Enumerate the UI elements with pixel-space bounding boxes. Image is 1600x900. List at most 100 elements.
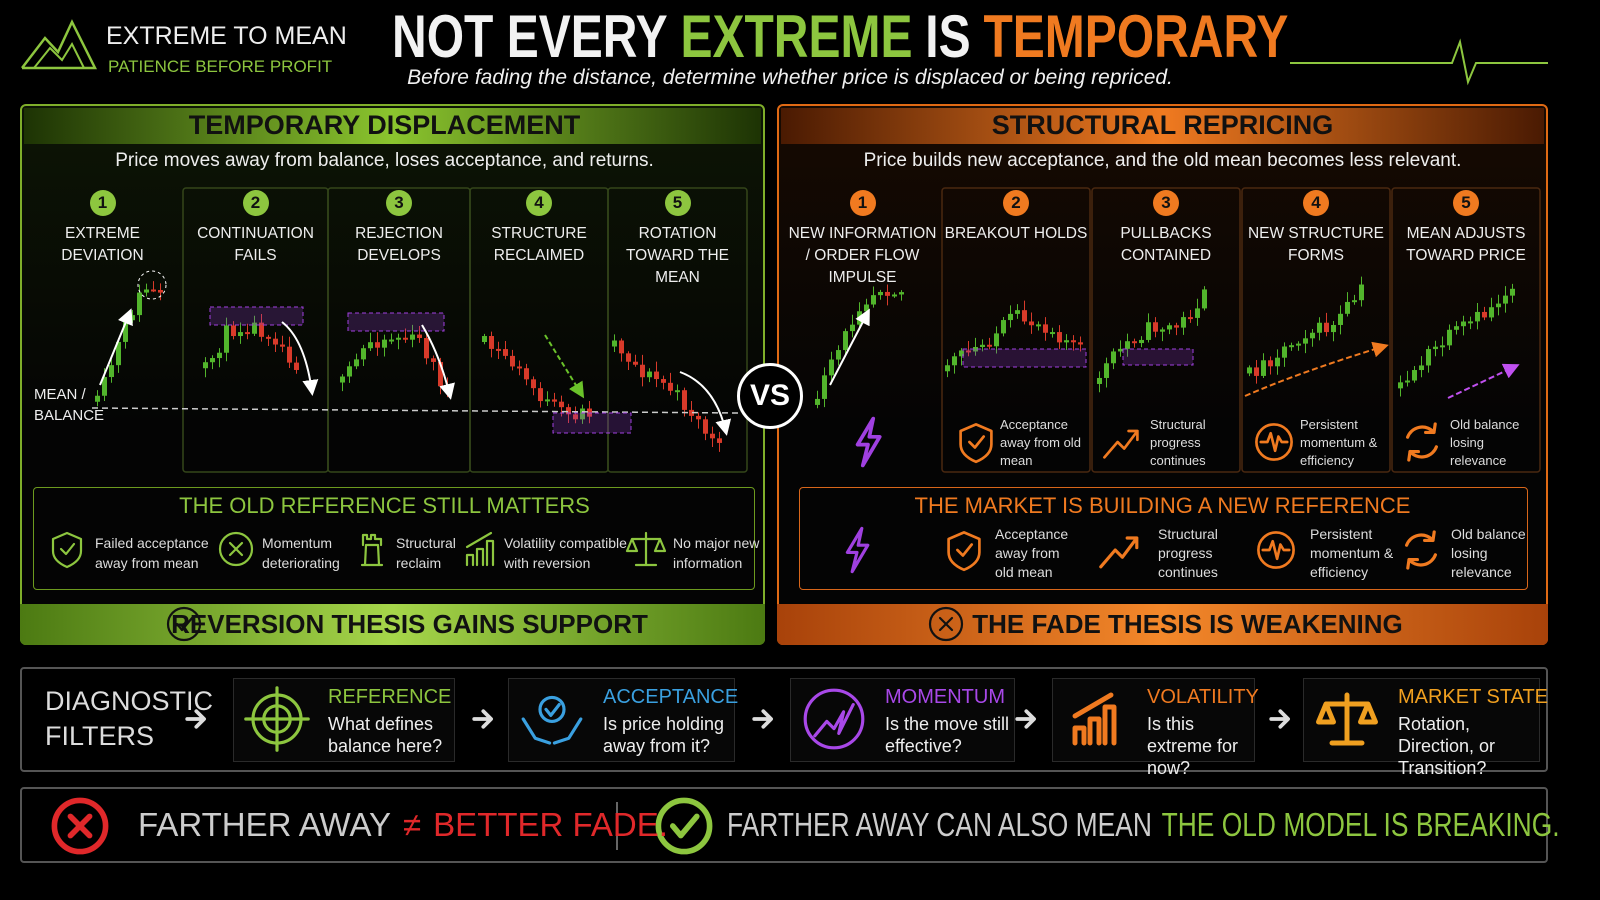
filter-name: REFERENCE [328,686,452,708]
icon [752,709,773,729]
candle-body [1282,346,1287,358]
candle-body [95,395,100,402]
step-label: REJECTION DEVELOPS [355,225,443,264]
candle-body [850,324,855,332]
arrow [421,324,455,400]
candle-body [496,348,501,351]
icon [1406,422,1438,462]
candle-body [538,388,543,402]
candle-body [1139,339,1144,344]
candle-body [689,409,694,416]
candle-body [1433,346,1438,350]
candle-body [1468,321,1473,324]
candle-body [1359,284,1364,301]
box-item: Acceptance away from old mean [995,526,1069,580]
candle-body [1160,329,1165,332]
candle-body [864,304,869,312]
candle-body [1111,351,1116,364]
candle-body [1181,317,1186,328]
candle-body [245,332,250,335]
right-box [799,487,1528,590]
candle-body [1254,367,1259,376]
candle-body [503,349,508,356]
candle-body [347,366,352,377]
panel-title: TEMPORARY DISPLACEMENT [188,110,581,140]
icon [538,695,566,723]
title-accent: EXTREME [680,3,913,70]
candle-body [203,362,208,369]
footer-accent: THE OLD MODEL IS BREAKING. [1161,806,1560,843]
step-label: EXTREME DEVIATION [61,225,144,264]
title-middle: IS [925,3,971,70]
candle-body [1489,307,1494,318]
title: NOT EVERY EXTREME IS TEMPORARY [280,2,1300,71]
candle-body [123,320,128,342]
candle-body [619,340,624,354]
title-line: NOT EVERY EXTREME IS TEMPORARY [392,2,1288,71]
mean-label: MEAN / BALANCE [34,386,105,424]
candle-body [375,342,380,348]
candle-body [1510,288,1515,296]
right-header-bar [781,108,1544,144]
candle-body [573,414,578,420]
candle-body [717,438,722,443]
footer-left: FARTHER AWAY ≠ BETTER FADE. [138,806,668,844]
candle-body [259,322,264,337]
box-item: Structural progress continues [1158,526,1218,580]
candle-body [899,292,904,295]
left-header-bar [24,108,761,144]
step-number: 4 [1303,190,1329,216]
step-number: 2 [242,190,269,216]
candle-body [1447,329,1452,346]
icon [625,531,667,567]
footer-right: FARTHER AWAY CAN ALSO MEAN THE OLD MODEL … [727,806,1600,844]
candle-body [829,359,834,376]
box-title: THE OLD REFERENCE STILL MATTERS [179,493,590,518]
candle-body [510,355,515,367]
candle-body [1247,367,1252,374]
candle-body [109,365,114,378]
footer-text: FARTHER AWAY [138,806,392,843]
candle-body [566,407,571,415]
panel-description: Price builds new acceptance, and the old… [863,150,1462,171]
subtitle: Before fading the distance, determine wh… [407,66,1173,89]
title-lead: NOT EVERY [392,3,668,70]
candle-body [1412,370,1417,381]
icon [947,531,981,572]
candle-body [1043,324,1048,333]
candle-body [559,401,564,408]
logo [33,41,85,69]
candle-body [945,365,950,372]
candle-body [424,338,429,359]
step-label: PULLBACKS CONTAINED [1120,225,1212,264]
candle-body [1426,349,1431,366]
step-label: NEW STRUCTURE FORMS [1247,225,1385,264]
candle-body [545,399,550,402]
right-conclusion-bar [777,604,1548,645]
candle-body [952,356,957,366]
candle-body [389,339,394,342]
candle-body [857,311,862,325]
candle-body [612,340,617,347]
candle-body [836,350,841,360]
candle-body [238,332,243,337]
candle-body [482,336,487,343]
candle-body [878,291,883,296]
icon [1015,709,1036,729]
candle-body [1153,322,1158,332]
candle-body [524,368,529,380]
filter-card [1303,678,1540,762]
candle-body [1050,332,1055,335]
candle-body [675,390,680,393]
candle-body [959,350,964,357]
candle-body [1167,325,1172,330]
candle-body [137,292,142,316]
candle-body [438,361,443,387]
arrow [1244,341,1389,397]
candle-body [266,336,271,339]
left-box [33,487,755,590]
candle-body [368,342,373,349]
step-cell [1241,187,1391,473]
candle-body [1036,324,1041,327]
candle-body [1104,363,1109,378]
